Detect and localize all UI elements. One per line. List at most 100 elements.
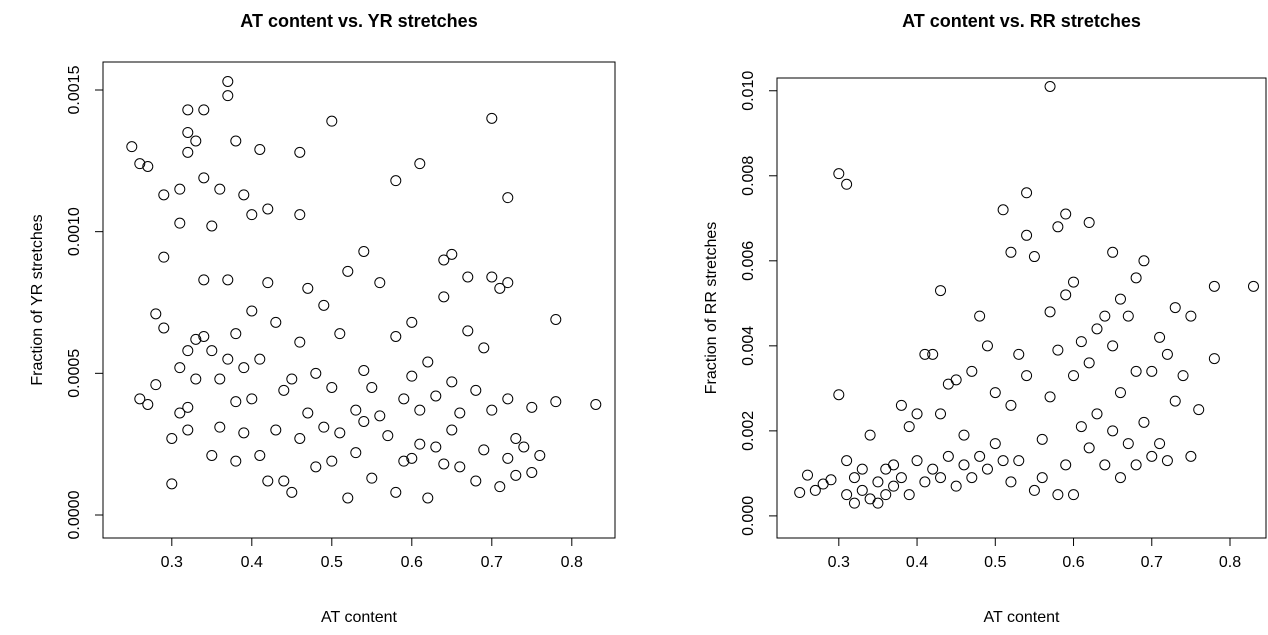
- point: [294, 209, 306, 221]
- x-tick-label: 0.4: [241, 554, 263, 571]
- point: [974, 450, 986, 462]
- point: [486, 271, 498, 283]
- point: [310, 367, 322, 379]
- point: [182, 146, 194, 158]
- point: [206, 449, 218, 461]
- point: [817, 478, 829, 490]
- point: [590, 398, 602, 410]
- point: [222, 274, 234, 286]
- point: [919, 348, 931, 360]
- point: [198, 172, 210, 184]
- point: [950, 480, 962, 492]
- x-tick-label: 0.5: [984, 554, 1006, 571]
- point: [1099, 310, 1111, 322]
- point: [1075, 421, 1087, 433]
- point: [1107, 340, 1119, 352]
- point: [1114, 293, 1126, 305]
- point: [989, 438, 1001, 450]
- x-tick-label: 0.3: [161, 554, 183, 571]
- point: [880, 463, 892, 475]
- point: [382, 430, 394, 442]
- point: [414, 158, 426, 170]
- y-tick-label: 0.010: [740, 71, 757, 111]
- point: [510, 432, 522, 444]
- point: [366, 472, 378, 484]
- point: [1068, 276, 1080, 288]
- point: [278, 475, 290, 487]
- point: [254, 353, 266, 365]
- point: [833, 389, 845, 401]
- point: [1107, 425, 1119, 437]
- point: [1138, 416, 1150, 428]
- point: [1169, 395, 1181, 407]
- point: [390, 330, 402, 342]
- point: [848, 472, 860, 484]
- point: [1036, 472, 1048, 484]
- point: [326, 455, 338, 467]
- point: [974, 310, 986, 322]
- x-axis-label: AT content: [984, 609, 1060, 626]
- point: [809, 484, 821, 496]
- point: [350, 447, 362, 459]
- point: [825, 474, 837, 486]
- point: [150, 379, 162, 391]
- point: [1091, 408, 1103, 420]
- point: [174, 362, 186, 374]
- point: [390, 486, 402, 498]
- point: [1122, 438, 1134, 450]
- point: [286, 373, 298, 385]
- point: [214, 183, 226, 195]
- point: [1146, 450, 1158, 462]
- point: [1122, 310, 1134, 322]
- point: [903, 489, 915, 501]
- point: [310, 461, 322, 473]
- plot-box: [102, 61, 616, 539]
- y-tick-label: 0.0005: [66, 349, 83, 398]
- point: [262, 203, 274, 215]
- x-tick-label: 0.4: [906, 554, 928, 571]
- point: [1060, 208, 1072, 220]
- point: [1021, 187, 1033, 199]
- point: [1068, 489, 1080, 501]
- point: [502, 192, 514, 204]
- point: [958, 429, 970, 441]
- point: [1060, 289, 1072, 301]
- point: [246, 305, 258, 317]
- point: [334, 328, 346, 340]
- point: [494, 282, 506, 294]
- point: [903, 421, 915, 433]
- point: [430, 441, 442, 453]
- point: [518, 441, 530, 453]
- point: [230, 396, 242, 408]
- point: [911, 408, 923, 420]
- y-tick-label: 0.0015: [66, 65, 83, 114]
- point: [1130, 272, 1142, 284]
- point: [318, 421, 330, 433]
- point: [895, 472, 907, 484]
- point: [342, 265, 354, 277]
- point: [880, 489, 892, 501]
- point: [864, 429, 876, 441]
- point: [486, 112, 498, 124]
- point: [262, 475, 274, 487]
- point: [1028, 484, 1040, 496]
- point: [1138, 255, 1150, 267]
- point: [134, 393, 146, 405]
- point: [841, 178, 853, 190]
- point: [126, 141, 138, 153]
- point: [997, 204, 1009, 216]
- point: [848, 497, 860, 509]
- point: [150, 308, 162, 320]
- x-tick-label: 0.6: [1062, 554, 1084, 571]
- point: [486, 404, 498, 416]
- point: [1114, 387, 1126, 399]
- point: [935, 472, 947, 484]
- point: [1036, 433, 1048, 445]
- point: [1154, 438, 1166, 450]
- point: [1083, 357, 1095, 369]
- point: [342, 492, 354, 504]
- point: [1130, 365, 1142, 377]
- point: [550, 396, 562, 408]
- point: [406, 452, 418, 464]
- point: [446, 376, 458, 388]
